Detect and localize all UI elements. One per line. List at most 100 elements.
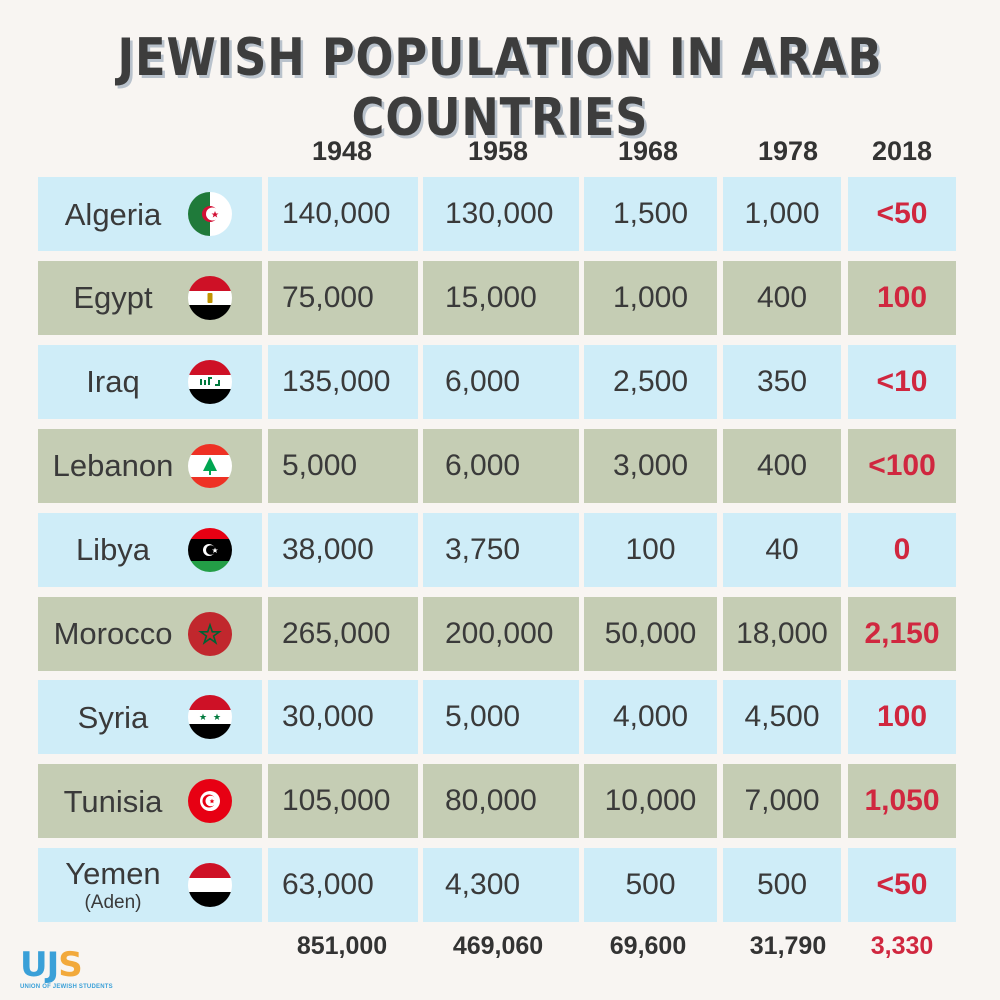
population-value: 140,000	[282, 197, 391, 230]
iraq-flag-icon	[188, 359, 232, 404]
population-value: 200,000	[445, 616, 554, 650]
population-value: 130,000	[445, 197, 554, 230]
population-value: 40	[765, 532, 799, 566]
country-name: Lebanon	[38, 450, 188, 481]
population-value: 30,000	[282, 700, 374, 734]
value-cell: 2,500	[584, 344, 717, 419]
value-cell: 80,000	[423, 764, 579, 839]
libya-flag-icon	[188, 527, 232, 572]
population-2018: 0	[893, 532, 911, 566]
value-cell: 6,000	[423, 344, 579, 419]
population-value: 1,000	[744, 197, 820, 230]
value-cell-2018: 2,150	[848, 596, 956, 671]
country-label: Iraq	[86, 364, 140, 400]
population-value: 7,000	[744, 784, 820, 818]
page-title: JEWISH POPULATION IN ARAB COUNTRIES	[117, 28, 883, 148]
algeria-flag-icon	[188, 192, 232, 236]
value-cell: 6,000	[423, 428, 579, 503]
value-cell: 30,000	[268, 680, 418, 755]
value-cell: 4,000	[584, 680, 717, 755]
population-value: 5,000	[445, 700, 521, 734]
population-2018: <10	[876, 364, 928, 398]
value-cell-2018: <100	[848, 428, 956, 503]
value-cell: 3,000	[584, 428, 717, 503]
value-cell: 38,000	[268, 512, 418, 587]
population-value: 400	[756, 280, 808, 314]
population-value: 4,500	[744, 700, 820, 734]
population-value: 5,000	[282, 448, 358, 482]
value-cell: 500	[584, 848, 717, 923]
value-cell: 400	[723, 260, 841, 335]
country-cell: Syria	[38, 680, 262, 755]
value-cell-2018: 100	[848, 680, 956, 755]
country-label: Tunisia	[63, 783, 163, 819]
total-value: 3,330	[870, 932, 934, 960]
value-cell-2018: 100	[848, 260, 956, 335]
population-2018: <50	[876, 197, 928, 230]
population-value: 18,000	[736, 616, 828, 650]
value-cell: 1,000	[723, 177, 841, 251]
population-value: 2,500	[612, 364, 689, 398]
yemen-flag-icon	[188, 863, 232, 908]
logo-letter-s: S	[58, 945, 82, 985]
value-cell: 15,000	[423, 260, 579, 335]
country-name: Algeria	[38, 199, 188, 230]
value-cell: 7,000	[723, 764, 841, 839]
value-cell-2018: <10	[848, 344, 956, 419]
value-cell: 10,000	[584, 764, 717, 839]
country-label: Libya	[75, 532, 151, 568]
population-value: 105,000	[282, 784, 391, 818]
value-cell: 5,000	[423, 680, 579, 755]
country-label: Algeria	[64, 196, 162, 232]
population-value: 15,000	[445, 280, 537, 314]
syria-flag-icon	[188, 695, 232, 740]
population-2018: 100	[876, 280, 928, 314]
country-name: Tunisia	[38, 786, 188, 817]
country-name: Yemen (Aden)	[38, 858, 188, 912]
value-cell-2018: 1,050	[848, 764, 956, 839]
population-2018: <100	[868, 448, 936, 482]
country-cell: Iraq	[38, 344, 262, 419]
population-value: 80,000	[445, 784, 537, 818]
year-header: 2018	[871, 136, 933, 166]
population-value: 6,000	[445, 364, 521, 398]
country-name: Iraq	[38, 366, 188, 397]
population-value: 1,000	[612, 280, 689, 314]
tunisia-flag-icon	[188, 779, 232, 824]
total-value: 469,060	[452, 932, 544, 960]
population-value: 75,000	[282, 280, 374, 314]
country-label: Lebanon	[52, 448, 174, 484]
population-value: 4,300	[445, 868, 521, 902]
year-header: 1978	[757, 136, 819, 166]
country-cell: Algeria	[38, 177, 262, 251]
value-cell: 105,000	[268, 764, 418, 839]
population-value: 50,000	[604, 616, 697, 650]
country-cell: Morocco	[38, 596, 262, 671]
value-cell: 50,000	[584, 596, 717, 671]
value-cell-2018: <50	[848, 848, 956, 923]
value-cell: 63,000	[268, 848, 418, 923]
population-value: 100	[625, 532, 676, 566]
value-cell: 500	[723, 848, 841, 923]
total-value: 69,600	[609, 932, 687, 960]
country-name: Syria	[38, 702, 188, 733]
population-value: 265,000	[282, 616, 391, 650]
value-cell: 135,000	[268, 344, 418, 419]
logo-letter-j: J	[46, 945, 60, 985]
value-cell: 200,000	[423, 596, 579, 671]
population-value: 63,000	[282, 868, 374, 902]
value-cell: 4,500	[723, 680, 841, 755]
population-2018: <50	[876, 868, 928, 902]
value-cell: 1,500	[584, 177, 717, 251]
value-cell: 18,000	[723, 596, 841, 671]
value-cell: 265,000	[268, 596, 418, 671]
population-value: 350	[756, 364, 808, 398]
value-cell: 100	[584, 512, 717, 587]
population-2018: 100	[876, 700, 928, 734]
value-cell-2018: <50	[848, 177, 956, 251]
country-cell: Yemen (Aden)	[38, 848, 262, 923]
population-value: 6,000	[445, 448, 521, 482]
country-cell: Lebanon	[38, 428, 262, 503]
population-value: 500	[625, 868, 676, 902]
country-cell: Libya	[38, 512, 262, 587]
